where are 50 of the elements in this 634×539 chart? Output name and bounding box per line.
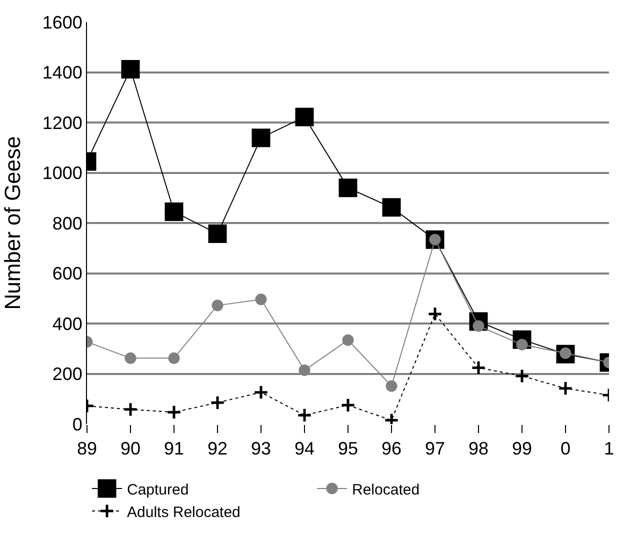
x-tick-label: 94: [294, 438, 315, 459]
y-tick-label: 1400: [42, 62, 82, 83]
point: [342, 334, 354, 346]
point: [427, 306, 443, 322]
point: [295, 108, 314, 126]
x-tick-label: 97: [424, 438, 446, 459]
point: [166, 404, 182, 420]
y-axis-title: Number of Geese: [0, 136, 26, 310]
x-tick-label: 0: [560, 438, 571, 459]
point: [252, 128, 270, 148]
y-tick-label: 400: [52, 314, 82, 334]
point: [210, 395, 226, 410]
y-tick-label: 1000: [42, 163, 82, 184]
y-tick-label: 1200: [42, 112, 82, 133]
y-tick-label: 1600: [42, 12, 82, 32]
x-tick-label: 98: [468, 438, 489, 459]
point: [121, 60, 140, 78]
x-tick-label: 1: [604, 438, 614, 459]
point: [255, 294, 267, 306]
point: [124, 352, 136, 364]
point: [164, 202, 184, 221]
point: [253, 384, 269, 400]
y-tick-label: 600: [52, 264, 82, 284]
legend-label: Relocated: [352, 481, 420, 498]
point: [558, 380, 574, 396]
x-tick-label: 93: [250, 438, 272, 459]
point: [386, 380, 398, 392]
x-tick-label: 91: [164, 438, 184, 459]
point: [296, 408, 312, 423]
legend-label: Adults Relocated: [127, 504, 240, 521]
point: [168, 352, 180, 364]
x-tick-label: 95: [338, 438, 358, 459]
point: [338, 178, 358, 198]
legend-label: Captured: [127, 481, 189, 498]
point: [122, 402, 138, 417]
x-tick-label: 96: [381, 438, 402, 459]
point: [208, 224, 227, 244]
y-tick-label: 0: [72, 414, 82, 434]
x-tick-label: 92: [207, 438, 228, 459]
point: [470, 360, 486, 376]
y-tick-label: 800: [52, 213, 82, 234]
point: [382, 198, 401, 217]
point: [514, 368, 530, 384]
y-tick-label: 200: [52, 364, 82, 384]
point: [340, 398, 356, 413]
point: [298, 364, 310, 376]
x-tick-label: 99: [512, 438, 532, 459]
x-tick-label: 90: [120, 438, 141, 459]
point: [212, 300, 224, 312]
x-tick-label: 89: [76, 438, 98, 459]
